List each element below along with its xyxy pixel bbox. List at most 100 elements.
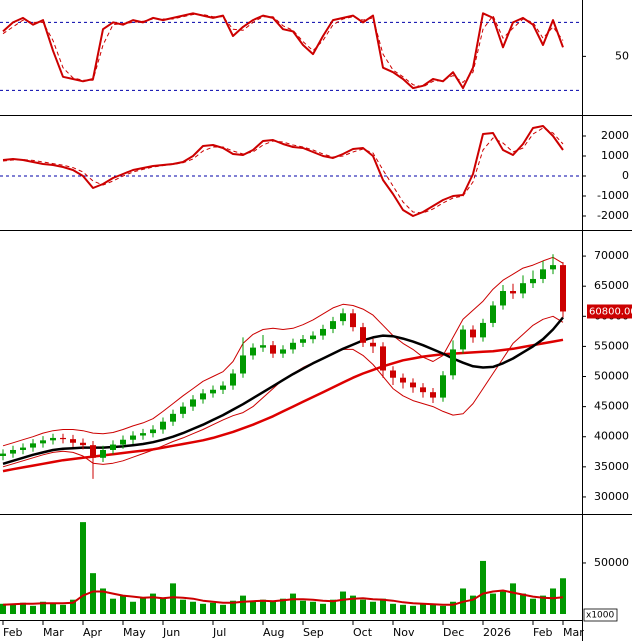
candle-body: [110, 444, 116, 450]
volume-bar: [430, 604, 436, 614]
volume-bar: [210, 602, 216, 614]
x-tick-label: Dec: [443, 626, 464, 639]
y-tick-label: 65000: [594, 279, 629, 292]
candle-body: [360, 327, 366, 343]
y-tick-label: 55000: [594, 339, 629, 352]
volume-bar: [60, 604, 66, 614]
y-tick-label: 2000: [601, 129, 629, 142]
candle-body: [250, 347, 256, 356]
candle-body: [480, 322, 486, 338]
volume-bar: [350, 595, 356, 614]
candle-body: [420, 387, 426, 393]
candle-body: [40, 440, 46, 444]
x-tick-label: Sep: [303, 626, 324, 639]
volume-bar: [90, 573, 96, 614]
candle-body: [230, 373, 236, 386]
candle-body: [160, 421, 166, 430]
x-tick-label: Aug: [263, 626, 284, 639]
candle-body: [30, 443, 36, 448]
x-tick-label: Feb: [533, 626, 552, 639]
candle-body: [560, 265, 566, 312]
volume-bar: [530, 598, 536, 614]
y-tick-label: -1000: [597, 189, 629, 202]
volume-bar: [100, 588, 106, 614]
volume-bar: [70, 599, 76, 614]
y-tick-label: 50000: [594, 370, 629, 383]
volume-bar: [360, 599, 366, 614]
volume-bar: [290, 593, 296, 614]
y-tick-label: 70000: [594, 249, 629, 262]
volume-average-line: [2, 589, 564, 606]
candle-body: [100, 449, 106, 458]
indicator-line: [2, 14, 564, 88]
volume-bar: [220, 604, 226, 614]
candle-body: [10, 449, 16, 454]
candle-body: [220, 385, 226, 390]
volume-bar: [20, 602, 26, 614]
candle-body: [460, 329, 466, 350]
x-tick-label: Jul: [212, 626, 226, 639]
x-tick-label: 2026: [483, 626, 511, 639]
candle-body: [190, 399, 196, 407]
candle-body: [210, 389, 216, 394]
volume-bar: [200, 603, 206, 614]
volume-bar: [480, 560, 486, 614]
x-tick-label: Feb: [3, 626, 22, 639]
y-tick-label: 30000: [594, 490, 629, 503]
indicator-line: [2, 12, 564, 90]
x-tick-label: Mar: [43, 626, 64, 639]
volume-bar: [80, 522, 86, 614]
candle-body: [540, 269, 546, 279]
volume-bar: [250, 601, 256, 614]
candle-body: [530, 278, 536, 284]
last-price-label: 60800.00: [589, 306, 632, 317]
y-tick-label: -2000: [597, 209, 629, 222]
volume-bar: [380, 598, 386, 614]
volume-bar: [550, 588, 556, 614]
candle-body: [390, 370, 396, 378]
volume-bar: [50, 603, 56, 614]
volume-bar: [470, 595, 476, 614]
y-tick-label: 50000: [594, 556, 629, 569]
x-tick-label: Oct: [353, 626, 373, 639]
volume-bar: [30, 605, 36, 614]
volume-bar: [330, 599, 336, 614]
candle-body: [270, 345, 276, 354]
x-tick-label: Nov: [393, 626, 415, 639]
volume-bar: [560, 578, 566, 614]
volume-bar: [540, 595, 546, 614]
candle-body: [260, 345, 266, 348]
candle-body: [330, 321, 336, 329]
volume-bar: [450, 601, 456, 614]
volume-bar: [160, 598, 166, 614]
x-tick-label: Jun: [162, 626, 180, 639]
candle-body: [410, 382, 416, 388]
y-unit-label: x1000: [586, 611, 615, 621]
volume-bar: [520, 593, 526, 614]
candle-body: [140, 433, 146, 436]
overlay-line: [2, 338, 564, 473]
candle-body: [150, 429, 156, 434]
candle-body: [180, 406, 186, 414]
volume-bar: [400, 604, 406, 614]
volume-bar: [510, 583, 516, 614]
candle-body: [0, 453, 6, 456]
x-tick-label: Mar: [563, 626, 584, 639]
candle-body: [290, 342, 296, 350]
indicator-line: [2, 125, 564, 217]
last-price-box: [587, 304, 632, 319]
candle-body: [90, 445, 96, 458]
volume-bar: [10, 604, 16, 614]
candle-body: [60, 437, 66, 440]
x-tick-label: Apr: [83, 626, 103, 639]
volume-bar: [40, 601, 46, 614]
volume-bar: [260, 599, 266, 614]
y-tick-label: 35000: [594, 460, 629, 473]
candle-body: [520, 283, 526, 294]
volume-bar: [120, 595, 126, 614]
volume-bar: [310, 601, 316, 614]
candle-body: [430, 392, 436, 398]
volume-bar: [170, 583, 176, 614]
volume-bar: [0, 603, 6, 614]
